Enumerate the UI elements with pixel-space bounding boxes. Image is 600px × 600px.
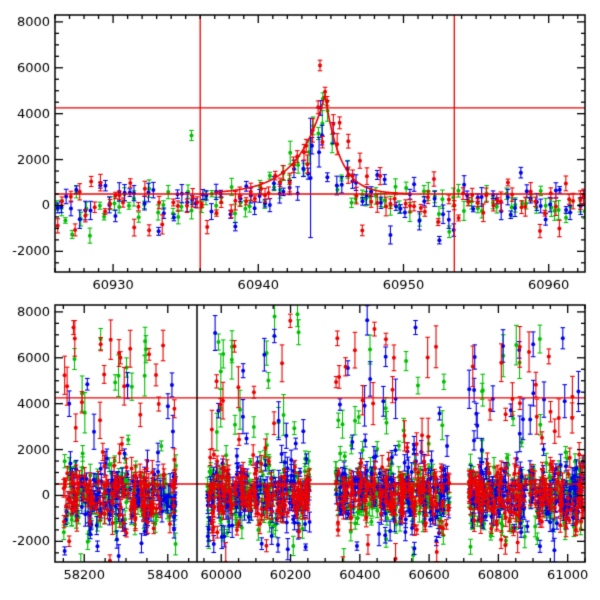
bottom-panel-full-lightcurve-chart [0, 300, 600, 600]
top-panel-flare-zoom-chart [0, 0, 600, 300]
